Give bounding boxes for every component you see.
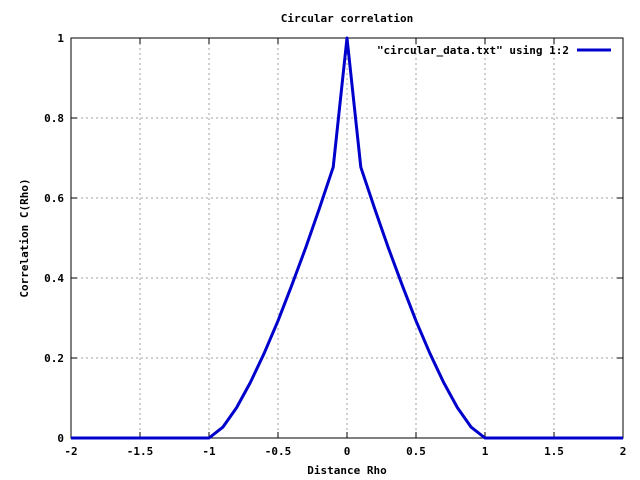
x-tick-label: 0.5	[406, 445, 426, 458]
y-tick-label: 0.8	[44, 112, 64, 125]
axis-ticks	[70, 37, 624, 439]
x-tick-labels: -2 -1.5 -1 -0.5 0 0.5 1 1.5 2	[64, 445, 626, 458]
x-axis-label: Distance Rho	[307, 464, 387, 477]
x-tick-label: -0.5	[265, 445, 292, 458]
y-tick-label: 0	[57, 432, 64, 445]
x-tick-label: -2	[64, 445, 77, 458]
y-tick-label: 1	[57, 32, 64, 45]
y-tick-label: 0.2	[44, 352, 64, 365]
x-tick-label: -1.5	[127, 445, 154, 458]
x-tick-label: 0	[344, 445, 351, 458]
series-line	[71, 36, 623, 440]
grid	[71, 38, 623, 438]
x-tick-label: 1.5	[544, 445, 564, 458]
x-tick-label: -1	[202, 445, 216, 458]
x-tick-label: 2	[620, 445, 627, 458]
y-tick-labels: 0 0.2 0.4 0.6 0.8 1	[44, 32, 64, 445]
x-tick-label: 1	[482, 445, 489, 458]
y-tick-label: 0.6	[44, 192, 64, 205]
legend-label: "circular_data.txt" using 1:2	[377, 44, 569, 57]
chart-title: Circular correlation	[281, 12, 413, 25]
y-tick-label: 0.4	[44, 272, 64, 285]
legend: "circular_data.txt" using 1:2	[377, 44, 611, 57]
y-axis-label: Correlation C(Rho)	[18, 178, 31, 297]
series-lines	[71, 36, 623, 440]
